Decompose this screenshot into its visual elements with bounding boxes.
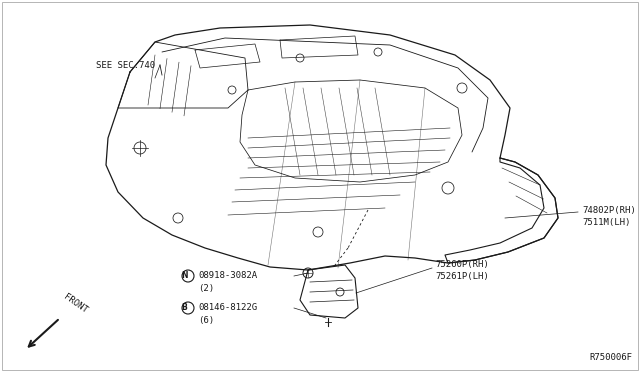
Text: 7511M(LH): 7511M(LH): [582, 218, 630, 227]
Text: (2): (2): [198, 283, 214, 292]
Text: N: N: [180, 272, 188, 280]
Text: 75260P(RH): 75260P(RH): [435, 260, 489, 269]
Text: SEE SEC.740: SEE SEC.740: [96, 61, 155, 70]
Text: (6): (6): [198, 315, 214, 324]
Text: 74802P(RH): 74802P(RH): [582, 205, 636, 215]
Text: 75261P(LH): 75261P(LH): [435, 273, 489, 282]
Text: 08918-3082A: 08918-3082A: [198, 272, 257, 280]
Text: B: B: [181, 304, 187, 312]
Text: R750006F: R750006F: [589, 353, 632, 362]
Text: FRONT: FRONT: [62, 292, 89, 315]
Text: 08146-8122G: 08146-8122G: [198, 304, 257, 312]
